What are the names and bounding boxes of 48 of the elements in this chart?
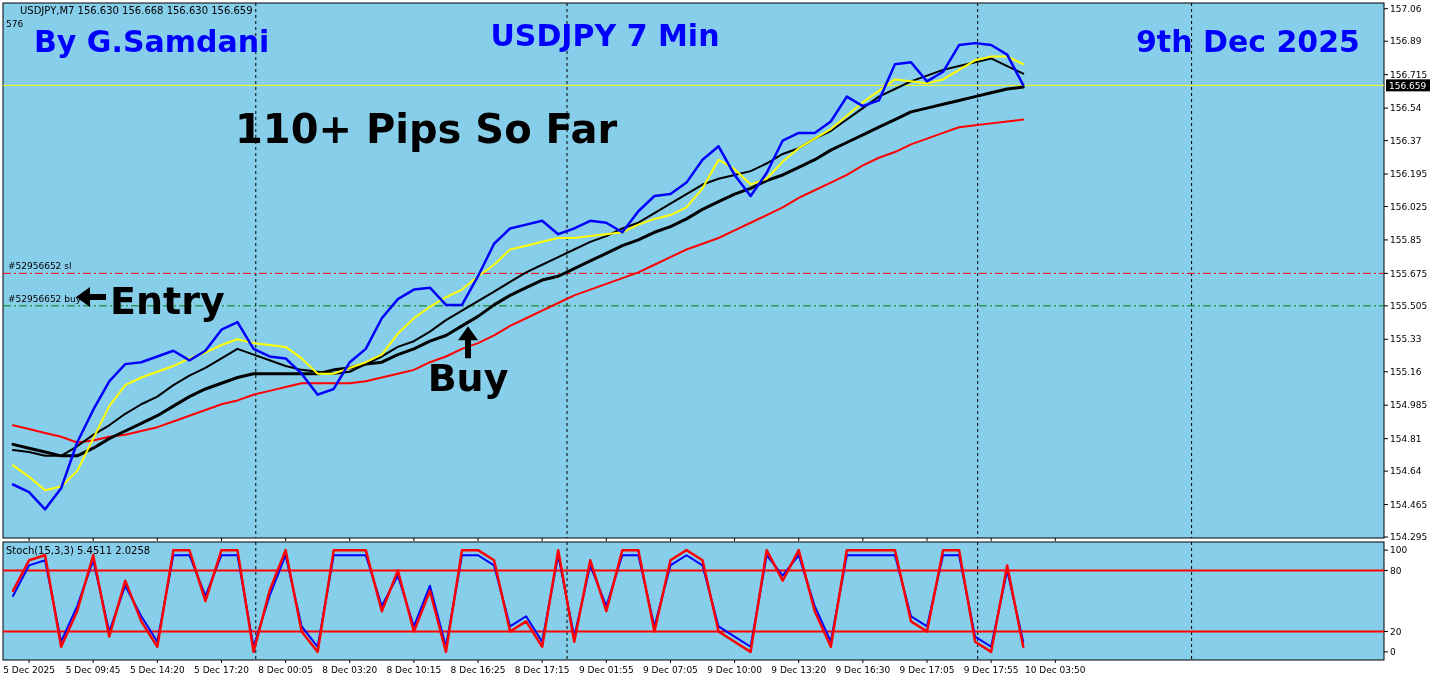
x-tick-label: 8 Dec 03:20 bbox=[322, 665, 378, 675]
y-tick-label: 80 bbox=[1390, 565, 1402, 576]
x-tick-label: 9 Dec 13:20 bbox=[771, 665, 827, 675]
y-tick-label: 156.54 bbox=[1390, 103, 1422, 114]
y-tick-label: 100 bbox=[1390, 545, 1408, 556]
text: USDJPY 7 Min bbox=[490, 18, 720, 53]
annotation: Stoch(15,3,3) 5.4511 2.0258 bbox=[6, 545, 151, 556]
y-tick-label: 155.16 bbox=[1390, 366, 1422, 377]
y-tick-label: 156.89 bbox=[1390, 36, 1422, 47]
y-tick-label: 154.465 bbox=[1390, 499, 1428, 510]
y-tick-label: 156.195 bbox=[1390, 169, 1428, 180]
x-tick-label: 8 Dec 16:25 bbox=[450, 665, 506, 675]
x-tick-label: 10 Dec 03:50 bbox=[1025, 665, 1086, 675]
ref-line-label: 156.659 bbox=[1389, 80, 1427, 91]
y-tick-label: 155.675 bbox=[1390, 268, 1428, 279]
x-tick-label: 8 Dec 17:15 bbox=[514, 665, 570, 675]
x-tick-label: 9 Dec 17:55 bbox=[963, 665, 1019, 675]
x-tick-label: 9 Dec 17:05 bbox=[899, 665, 955, 675]
y-tick-label: 155.33 bbox=[1390, 334, 1422, 345]
y-tick-label: 155.505 bbox=[1390, 301, 1428, 311]
annotation: 576 bbox=[6, 19, 24, 29]
y-tick-label: 156.025 bbox=[1390, 201, 1428, 212]
annotation: USDJPY,M7 156.630 156.668 156.630 156.659 bbox=[20, 5, 253, 16]
y-tick-label: 20 bbox=[1390, 626, 1402, 637]
y-tick-label: 156.715 bbox=[1390, 69, 1428, 80]
x-tick-label: 5 Dec 17:20 bbox=[194, 665, 250, 675]
annotation: Buy bbox=[427, 356, 509, 401]
y-tick-label: 157.06 bbox=[1390, 3, 1422, 14]
x-tick-label: 5 Dec 09:45 bbox=[65, 665, 121, 675]
x-tick-label: 8 Dec 10:15 bbox=[386, 665, 442, 675]
y-tick-label: 154.985 bbox=[1390, 400, 1428, 411]
x-tick-label: 9 Dec 16:30 bbox=[835, 665, 891, 675]
annotation: 9th Dec 2025 bbox=[1136, 24, 1360, 59]
y-tick-label: 154.81 bbox=[1390, 433, 1422, 444]
x-tick-label: 5 Dec 2025 bbox=[3, 665, 55, 675]
y-tick-label: 154.64 bbox=[1390, 466, 1422, 477]
y-tick-label: 156.37 bbox=[1390, 135, 1422, 146]
ref-line-label: #52956652 sl bbox=[8, 261, 72, 272]
x-tick-label: 8 Dec 00:05 bbox=[258, 665, 314, 675]
y-tick-label: 155.85 bbox=[1390, 235, 1422, 246]
x-tick-label: 9 Dec 10:00 bbox=[707, 665, 763, 675]
y-tick-label: 0 bbox=[1390, 647, 1396, 658]
x-tick-label: 9 Dec 01:55 bbox=[578, 665, 634, 675]
annotation: 110+ Pips So Far bbox=[235, 106, 618, 152]
x-tick-label: 9 Dec 07:05 bbox=[643, 665, 698, 675]
x-tick-label: 5 Dec 14:20 bbox=[129, 665, 185, 675]
y-tick-label: 154.295 bbox=[1390, 532, 1428, 543]
annotation: By G.Samdani bbox=[34, 24, 270, 59]
